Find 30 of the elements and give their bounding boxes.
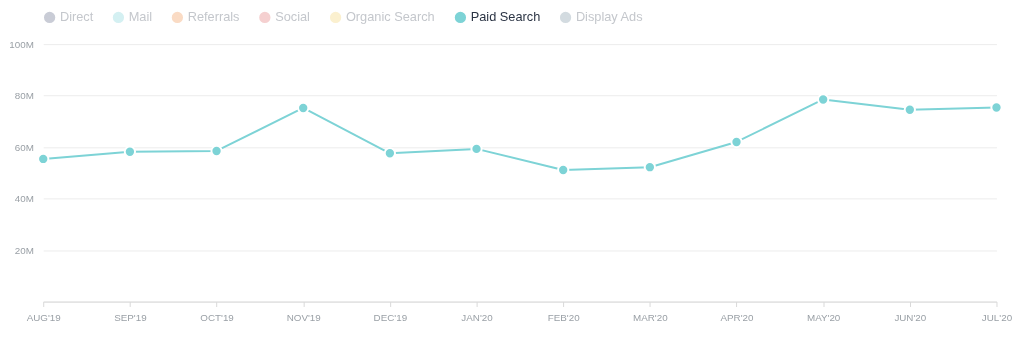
legend-label: Display Ads [575,9,643,25]
y-tick-label: 20M [14,244,34,256]
x-tick-label: NOV'19 [286,311,321,323]
x-tick-label: JUL'20 [981,311,1013,323]
x-tick-label: SEP'19 [114,311,147,323]
y-tick-label: 40M [14,193,34,205]
x-tick-label: FEB'20 [547,311,581,323]
x-tick-label: JAN'20 [461,311,494,323]
x-tick-label: OCT'19 [200,311,234,323]
x-tick-label: AUG'19 [26,311,61,323]
legend-label: Referrals [187,9,240,25]
point [730,135,743,149]
point [210,144,223,158]
legend-label: Direct [59,9,94,25]
legend-label: Social [275,9,310,25]
y-tick-label: 100M [9,38,34,50]
point [123,145,137,158]
x-tick-label: JUN'20 [894,311,927,323]
point [297,101,310,115]
y-tick-label: 80M [14,90,34,102]
y-tick-label: 60M [14,141,34,153]
legend-label: Organic Search [345,9,435,25]
point [557,163,570,177]
legend-label: Paid Search [470,9,541,25]
point [383,147,397,160]
legend-label: Mail [128,9,153,25]
x-tick-label: MAR'20 [633,311,669,323]
x-tick-label: DEC'19 [373,311,408,323]
x-tick-label: MAY'20 [806,311,841,323]
x-tick-label: APR'20 [720,311,755,323]
